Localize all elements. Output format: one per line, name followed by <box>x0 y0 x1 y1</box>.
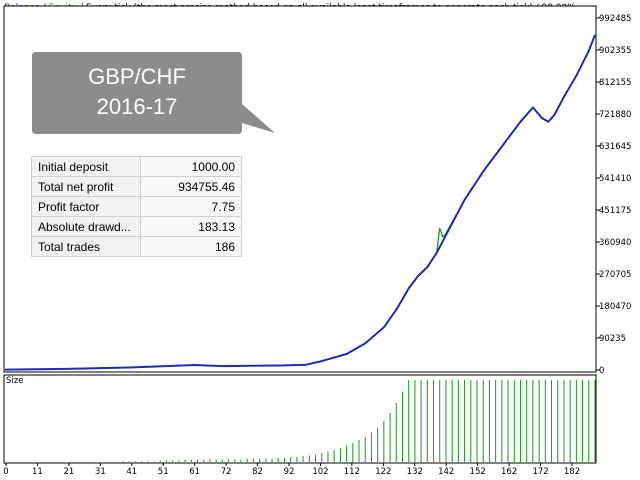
x-tick-label: 102 <box>312 467 328 477</box>
x-tick-label: 172 <box>532 467 548 477</box>
y-tick-label: 0 <box>599 366 604 376</box>
y-tick-label: 631645 <box>599 142 631 152</box>
stats-row: Profit factor 7.75 <box>31 196 242 217</box>
y-tick-label: 541410 <box>599 174 631 184</box>
stats-row: Initial deposit 1000.00 <box>31 156 242 177</box>
x-tick-label: 122 <box>375 467 391 477</box>
y-tick-label: 451175 <box>599 206 631 216</box>
size-panel-label: Size <box>6 376 24 386</box>
stats-label: Total trades <box>31 236 141 257</box>
y-tick-label: 721880 <box>599 110 631 120</box>
x-tick-label: 92 <box>284 467 295 477</box>
y-tick-label: 992485 <box>599 14 631 24</box>
x-tick-label: 11 <box>32 467 43 477</box>
stats-label: Total net profit <box>31 176 141 197</box>
stats-value: 183.13 <box>140 216 242 237</box>
stats-value: 7.75 <box>140 196 242 217</box>
x-tick-label: 51 <box>158 467 169 477</box>
size-panel-frame <box>3 374 597 464</box>
y-tick-label: 270705 <box>599 270 631 280</box>
y-axis: 992485 902355 812155 721880 631645 541410 4511… <box>596 14 631 376</box>
x-tick-label: 162 <box>501 467 517 477</box>
y-tick-label: 812155 <box>599 78 631 88</box>
stats-label: Profit factor <box>31 196 141 217</box>
stats-label: Initial deposit <box>31 156 141 177</box>
x-tick-label: 112 <box>344 467 360 477</box>
stats-table: Initial deposit 1000.00 Total net profit 9… <box>31 156 242 257</box>
callout-period: 2016-17 <box>96 94 178 119</box>
callout-bubble <box>32 52 275 134</box>
x-tick-label: 152 <box>470 467 486 477</box>
series-lines <box>4 34 596 371</box>
x-tick-label: 0 <box>3 467 8 477</box>
stats-row: Total trades 186 <box>31 236 242 257</box>
x-tick-label: 182 <box>564 467 580 477</box>
y-tick-label: 180470 <box>599 302 631 312</box>
stats-row: Absolute drawd... 183.13 <box>31 216 242 237</box>
x-tick-label: 41 <box>126 467 137 477</box>
stats-value: 934755.46 <box>140 176 242 197</box>
callout-text: GBP/CHF 2016-17 <box>32 62 242 122</box>
x-tick-label: 132 <box>407 467 423 477</box>
y-tick-label: 360940 <box>599 238 631 248</box>
callout-symbol: GBP/CHF <box>88 64 186 89</box>
x-tick-label: 82 <box>252 467 263 477</box>
x-tick-label: 21 <box>63 467 74 477</box>
x-tick-label: 142 <box>438 467 454 477</box>
series-line-balance <box>4 34 596 371</box>
stats-row: Total net profit 934755.46 <box>31 176 242 197</box>
stats-value: 1000.00 <box>140 156 242 177</box>
x-axis: 0 11 21 31 41 51 61 72 82 92 102 112 122 132 142 152 162… <box>3 463 580 477</box>
stats-value: 186 <box>140 236 242 257</box>
y-tick-label: 902355 <box>599 46 631 56</box>
x-tick-label: 31 <box>95 467 106 477</box>
x-tick-label: 61 <box>189 467 200 477</box>
y-tick-label: 90235 <box>599 334 626 344</box>
stats-label: Absolute drawd... <box>31 216 141 237</box>
size-bars <box>122 380 596 462</box>
x-tick-label: 72 <box>221 467 232 477</box>
